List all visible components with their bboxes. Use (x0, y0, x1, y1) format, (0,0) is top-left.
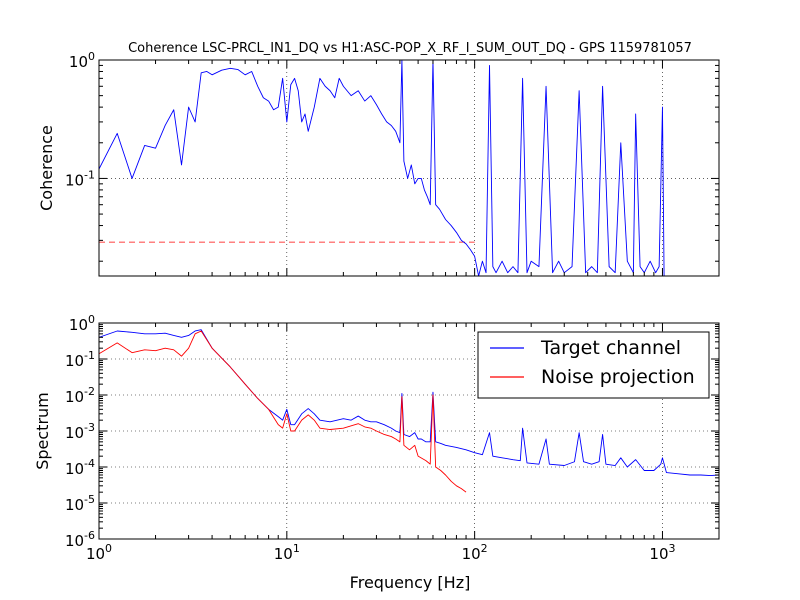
spectrum-ytick-label: 10-4 (65, 457, 95, 478)
coherence-grid (99, 60, 719, 276)
coherence-ytick-label: 100 (69, 50, 95, 71)
coherence-ticks: 10-1 100 (65, 50, 720, 276)
spectrum-axes-frame (98, 322, 720, 540)
legend-label-target: Target channel (540, 337, 681, 359)
spectrum-ytick-label: 10-1 (65, 349, 95, 370)
spectrum-panel: Spectrum Frequency [Hz] 100 101 102 103 10-6… (33, 313, 720, 592)
coherence-series-line-0 (99, 60, 665, 276)
legend: Target channel Noise projection (477, 331, 710, 399)
spectrum-xlabel: Frequency [Hz] (350, 573, 471, 592)
coherence-axes-frame (98, 59, 720, 277)
spectrum-xtick-label: 100 (86, 542, 112, 563)
spectrum-series-line-1 (99, 330, 467, 493)
spectrum-ticks: 100 101 102 103 10-6 10-5 10-4 10-3 10-2 10-1 100 (65, 313, 720, 563)
coherence-title: Coherence LSC-PRCL_IN1_DQ vs H1:ASC-POP_… (128, 41, 692, 56)
spectrum-xtick-label: 102 (462, 542, 488, 563)
spectrum-ytick-label: 10-6 (65, 529, 95, 550)
coherence-ytick-label: 10-1 (65, 168, 95, 189)
spectrum-series (99, 329, 719, 493)
coherence-panel: Coherence LSC-PRCL_IN1_DQ vs H1:ASC-POP_… (37, 41, 720, 277)
legend-box (477, 331, 710, 399)
spectrum-ytick-label: 10-5 (65, 493, 95, 514)
spectrum-ytick-label: 100 (69, 313, 95, 334)
spectrum-ytick-label: 10-3 (65, 421, 95, 442)
spectrum-ytick-label: 10-2 (65, 385, 95, 406)
spectrum-xtick-label: 103 (649, 542, 675, 563)
spectrum-ylabel: Spectrum (33, 392, 52, 470)
spectrum-xtick-label: 101 (274, 542, 300, 563)
legend-label-noise: Noise projection (541, 366, 695, 388)
coherence-series (99, 60, 665, 276)
coherence-ylabel: Coherence (37, 125, 56, 211)
